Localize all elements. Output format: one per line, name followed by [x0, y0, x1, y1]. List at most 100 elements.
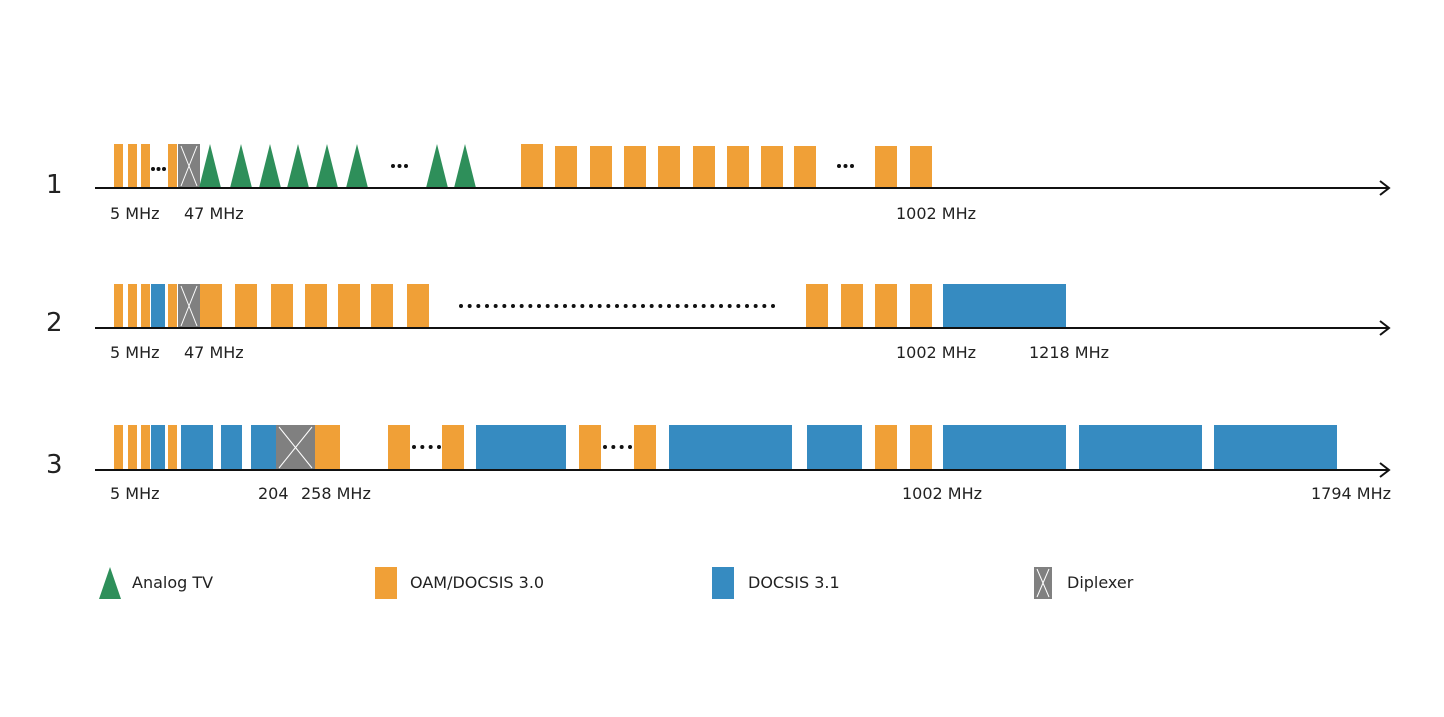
docsis30-channel [338, 284, 360, 328]
docsis30-channel [875, 146, 897, 188]
ellipsis-dot [693, 304, 697, 308]
ellipsis-dot [511, 304, 515, 308]
ellipsis-dot [151, 167, 155, 171]
legend-label-analog-tv: Analog TV [132, 573, 213, 592]
ellipsis-dot [580, 304, 585, 308]
docsis30-channel [128, 284, 137, 328]
ellipsis-dot [623, 304, 628, 308]
ellipsis-dot [162, 167, 166, 171]
analog-tv-channel [287, 144, 309, 188]
ellipsis-dot [485, 304, 489, 308]
ellipsis-dot [753, 304, 758, 308]
freq-label: 47 MHz [184, 343, 244, 362]
freq-label: 1218 MHz [1029, 343, 1109, 362]
ellipsis-dot [843, 164, 848, 168]
docsis30-channel [875, 425, 897, 470]
ellipsis-dot [615, 304, 619, 308]
ellipsis-dot [603, 445, 607, 449]
docsis30-channel [727, 146, 749, 188]
legend-label-docsis30: OAM/DOCSIS 3.0 [410, 573, 544, 592]
docsis30-channel [305, 284, 327, 328]
ellipsis-dot [619, 445, 624, 449]
ellipsis-dot [537, 304, 541, 308]
docsis30-channel [315, 425, 340, 470]
diplexer-cross [180, 145, 198, 187]
legend-label-docsis31: DOCSIS 3.1 [748, 573, 840, 592]
ellipsis-dot [727, 304, 732, 308]
docsis30-channel [114, 425, 123, 470]
freq-label: 1002 MHz [902, 484, 982, 503]
docsis30-channel [141, 144, 150, 188]
docsis30-channel [235, 284, 257, 328]
docsis31-channel [221, 425, 242, 470]
ellipsis-dot [606, 304, 611, 308]
row-number-2: 2 [46, 308, 63, 338]
docsis31-channel [181, 425, 213, 470]
ellipsis-dot [658, 304, 663, 308]
ellipsis-dot [736, 304, 741, 308]
ellipsis-dot [476, 304, 481, 308]
ellipsis-dot [545, 304, 550, 308]
analog-tv-channel [230, 144, 252, 188]
docsis30-channel [910, 425, 932, 470]
docsis30-channel [806, 284, 828, 328]
freq-label: 258 MHz [301, 484, 371, 503]
freq-label: 47 MHz [184, 204, 244, 223]
docsis31-channel [476, 425, 566, 470]
axis-arrow-icon [1379, 180, 1391, 196]
freq-label: 1002 MHz [896, 204, 976, 223]
docsis30-channel [141, 284, 150, 328]
diplexer-cross [180, 285, 198, 327]
docsis30-channel [128, 144, 137, 188]
freq-label: 5 MHz [110, 343, 160, 362]
diplexer-cross [278, 426, 313, 469]
docsis30-channel [442, 425, 464, 470]
ellipsis-dot [467, 304, 472, 308]
ellipsis-dot [428, 445, 433, 449]
ellipsis-dot [459, 304, 463, 308]
docsis30-channel [794, 146, 816, 188]
ellipsis-dot [719, 304, 723, 308]
docsis31-channel [807, 425, 862, 470]
ellipsis-dot [628, 445, 632, 449]
ellipsis-dot [771, 304, 775, 308]
ellipsis-dot [589, 304, 593, 308]
diplexer-cross [1036, 568, 1050, 598]
ellipsis-dot [632, 304, 637, 308]
docsis30-channel [579, 425, 601, 470]
analog-tv-channel [346, 144, 368, 188]
ellipsis-dot [597, 304, 602, 308]
ellipsis-dot [563, 304, 567, 308]
analog-tv-channel [426, 144, 448, 188]
freq-label: 1002 MHz [896, 343, 976, 362]
docsis30-channel [141, 425, 150, 470]
ellipsis-dot [420, 445, 425, 449]
ellipsis-dot [528, 304, 533, 308]
ellipsis-dot [519, 304, 524, 308]
row-number-3: 3 [46, 450, 63, 480]
docsis31-channel [251, 425, 276, 470]
docsis30-channel [658, 146, 680, 188]
analog-tv-channel [199, 144, 221, 188]
freq-label: 1794 MHz [1311, 484, 1391, 503]
docsis30-channel [128, 425, 137, 470]
axis-arrow-icon [1379, 320, 1391, 336]
ellipsis-dot [850, 164, 854, 168]
ellipsis-dot [502, 304, 507, 308]
freq-label: 5 MHz [110, 484, 160, 503]
ellipsis-dot [412, 445, 416, 449]
docsis30-channel [168, 425, 177, 470]
docsis30-channel [875, 284, 897, 328]
legend-docsis31-icon [712, 567, 734, 599]
docsis30-channel [693, 146, 715, 188]
ellipsis-dot [404, 164, 408, 168]
docsis30-channel [168, 144, 177, 188]
analog-tv-channel [316, 144, 338, 188]
docsis30-channel [590, 146, 612, 188]
ellipsis-dot [710, 304, 715, 308]
docsis31-channel [943, 284, 1066, 328]
ellipsis-dot [611, 445, 616, 449]
freq-label: 204 [258, 484, 289, 503]
docsis30-channel [114, 284, 123, 328]
